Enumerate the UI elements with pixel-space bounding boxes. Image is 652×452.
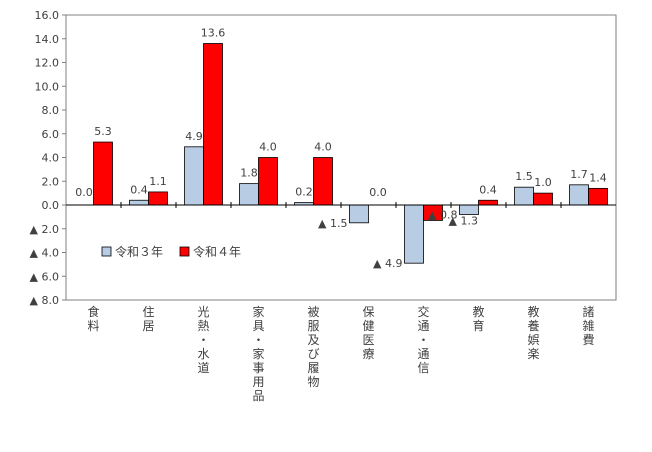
- y-tick-label: ▲ 6.0: [30, 270, 59, 283]
- data-label: 1.0: [534, 176, 552, 189]
- data-label: 1.5: [515, 170, 533, 183]
- data-label: 4.0: [314, 141, 332, 154]
- data-label: ▲ 1.5: [318, 217, 347, 230]
- bar-r3: [404, 204, 424, 264]
- data-label: ▲ 1.3: [449, 214, 478, 227]
- bar-r4: [258, 157, 278, 206]
- data-label: 0.4: [130, 183, 148, 196]
- y-tick-label: ▲ 8.0: [30, 294, 59, 307]
- category-labels: 食料 住居 光熱・水道 家具・家事用品 被服及び履物 保健医療 交通・通信 教育 教養娯楽 諸雑費: [87, 304, 594, 403]
- y-tick-label: 14.0: [35, 33, 60, 46]
- y-tick-label: 2.0: [42, 175, 60, 188]
- data-label: 0.0: [75, 186, 93, 199]
- bar-r4: [203, 43, 223, 206]
- y-tick-label: 10.0: [35, 80, 60, 93]
- bar-r3: [239, 183, 259, 206]
- category-label: 家具・家事用品: [252, 304, 264, 403]
- bar-r4: [313, 157, 333, 206]
- legend-swatch: [101, 246, 112, 257]
- bar-r3: [349, 204, 369, 224]
- category-label: 住居: [142, 305, 154, 333]
- bar-r3: [184, 146, 204, 206]
- data-label: 1.1: [149, 175, 167, 188]
- bar-r3: [459, 204, 479, 215]
- legend-swatch: [179, 246, 190, 257]
- data-label: 0.4: [479, 183, 497, 196]
- y-tick-label: 16.0: [35, 9, 60, 22]
- category-label: 光熱・水道: [197, 305, 209, 375]
- data-label: 13.6: [201, 27, 226, 40]
- legend-label: 令和４年: [193, 244, 241, 259]
- category-label: 教育: [472, 304, 484, 333]
- y-tick-label: 4.0: [42, 152, 60, 165]
- legend-label: 令和３年: [115, 244, 163, 259]
- category-label: 交通・通信: [417, 304, 429, 375]
- bar-r4: [93, 141, 113, 206]
- bar-r3: [129, 199, 149, 206]
- category-label: 食料: [87, 304, 99, 333]
- legend: 令和３年 令和４年: [101, 244, 241, 259]
- category-label: 諸雑費: [582, 304, 594, 347]
- y-tick-label: 0.0: [42, 199, 60, 212]
- category-label: 被服及び履物: [307, 305, 319, 389]
- y-tick-label: ▲ 4.0: [30, 247, 59, 260]
- data-label: 5.3: [94, 125, 112, 138]
- data-label: 1.7: [570, 168, 588, 181]
- bar-r3: [569, 184, 589, 206]
- data-label: 4.0: [259, 141, 277, 154]
- data-label: 1.4: [589, 171, 607, 184]
- y-axis-ticks: 16.0 14.0 12.0 10.0 8.0 6.0 4.0 2.0 0.0 ▲ 2.0 ▲ 4.…: [30, 9, 66, 307]
- category-label: 教養娯楽: [527, 304, 539, 361]
- data-label: ▲ 4.9: [373, 257, 402, 270]
- bar-r4: [588, 187, 608, 206]
- y-tick-label: 12.0: [35, 57, 60, 70]
- y-tick-label: ▲ 2.0: [30, 223, 59, 236]
- bars: [74, 43, 608, 264]
- y-tick-label: 8.0: [42, 104, 60, 117]
- bar-r4: [148, 191, 168, 206]
- bar-r4: [533, 192, 553, 206]
- plot-area: [65, 14, 617, 301]
- data-label: ▲ 0.8: [428, 209, 457, 222]
- data-labels: 0.0 0.4 4.9 1.8 0.2 ▲ 1.5 ▲ 4.9 ▲ 0.8 1.5 1.7 5.3 1…: [75, 27, 607, 271]
- data-label: 0.2: [295, 186, 313, 199]
- category-label: 保健医療: [362, 305, 374, 361]
- data-label: 0.0: [369, 186, 387, 199]
- data-label: 4.9: [185, 130, 203, 143]
- bar-r3: [514, 186, 534, 206]
- y-tick-label: 6.0: [42, 128, 60, 141]
- bar-r4: [478, 199, 498, 206]
- data-label: 1.8: [240, 167, 258, 180]
